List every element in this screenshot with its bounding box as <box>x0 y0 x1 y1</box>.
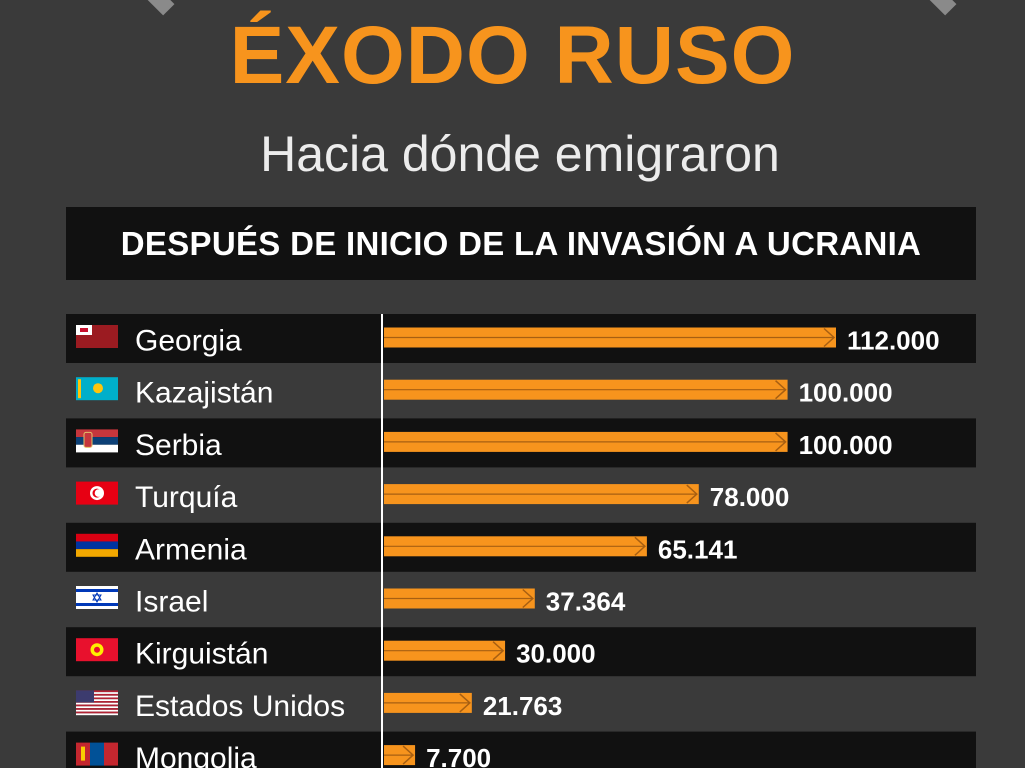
bar <box>384 692 472 713</box>
mongolia-flag-icon <box>76 742 118 766</box>
category-label: Kirguistán <box>135 638 268 671</box>
bar <box>384 431 788 452</box>
value-label: 7.700 <box>426 743 491 768</box>
category-label: Mongolia <box>135 742 257 768</box>
bar <box>384 484 699 505</box>
value-label: 100.000 <box>799 378 893 408</box>
tunisia-flag-icon <box>76 481 118 505</box>
value-label: 78.000 <box>710 482 790 512</box>
value-label: 65.141 <box>658 534 738 564</box>
bar <box>384 536 647 557</box>
chart-subtitle: Hacia dónde emigraron <box>260 126 780 182</box>
value-label: 30.000 <box>516 639 596 669</box>
category-label: Kazajistán <box>135 377 273 410</box>
kazakhstan-flag-icon <box>76 377 118 401</box>
bar <box>384 745 416 766</box>
bar <box>384 327 836 348</box>
value-label: 21.763 <box>483 691 563 721</box>
georgia-flag-icon <box>76 325 118 348</box>
kyrgyzstan-flag-icon <box>76 638 118 662</box>
chart-title: ÉXODO RUSO <box>229 10 796 101</box>
category-label: Israel <box>135 586 208 619</box>
row-band <box>66 731 976 768</box>
category-label: Estados Unidos <box>135 690 345 723</box>
usa-flag-icon <box>76 690 118 716</box>
bar <box>384 379 788 400</box>
bar <box>384 640 506 661</box>
armenia-flag-icon <box>76 533 118 557</box>
value-label: 100.000 <box>799 430 893 460</box>
serbia-flag-icon <box>76 429 118 453</box>
category-label: Serbia <box>135 429 222 462</box>
value-label: 37.364 <box>546 587 626 617</box>
section-banner: DESPUÉS DE INICIO DE LA INVASIÓN A UCRAN… <box>66 207 976 280</box>
category-label: Armenia <box>135 533 247 566</box>
bar <box>384 588 535 609</box>
category-label: Georgia <box>135 325 242 358</box>
row-band <box>66 627 976 677</box>
category-label: Turquía <box>135 481 238 514</box>
value-label: 112.000 <box>847 326 940 356</box>
israel-flag-icon <box>76 586 118 609</box>
